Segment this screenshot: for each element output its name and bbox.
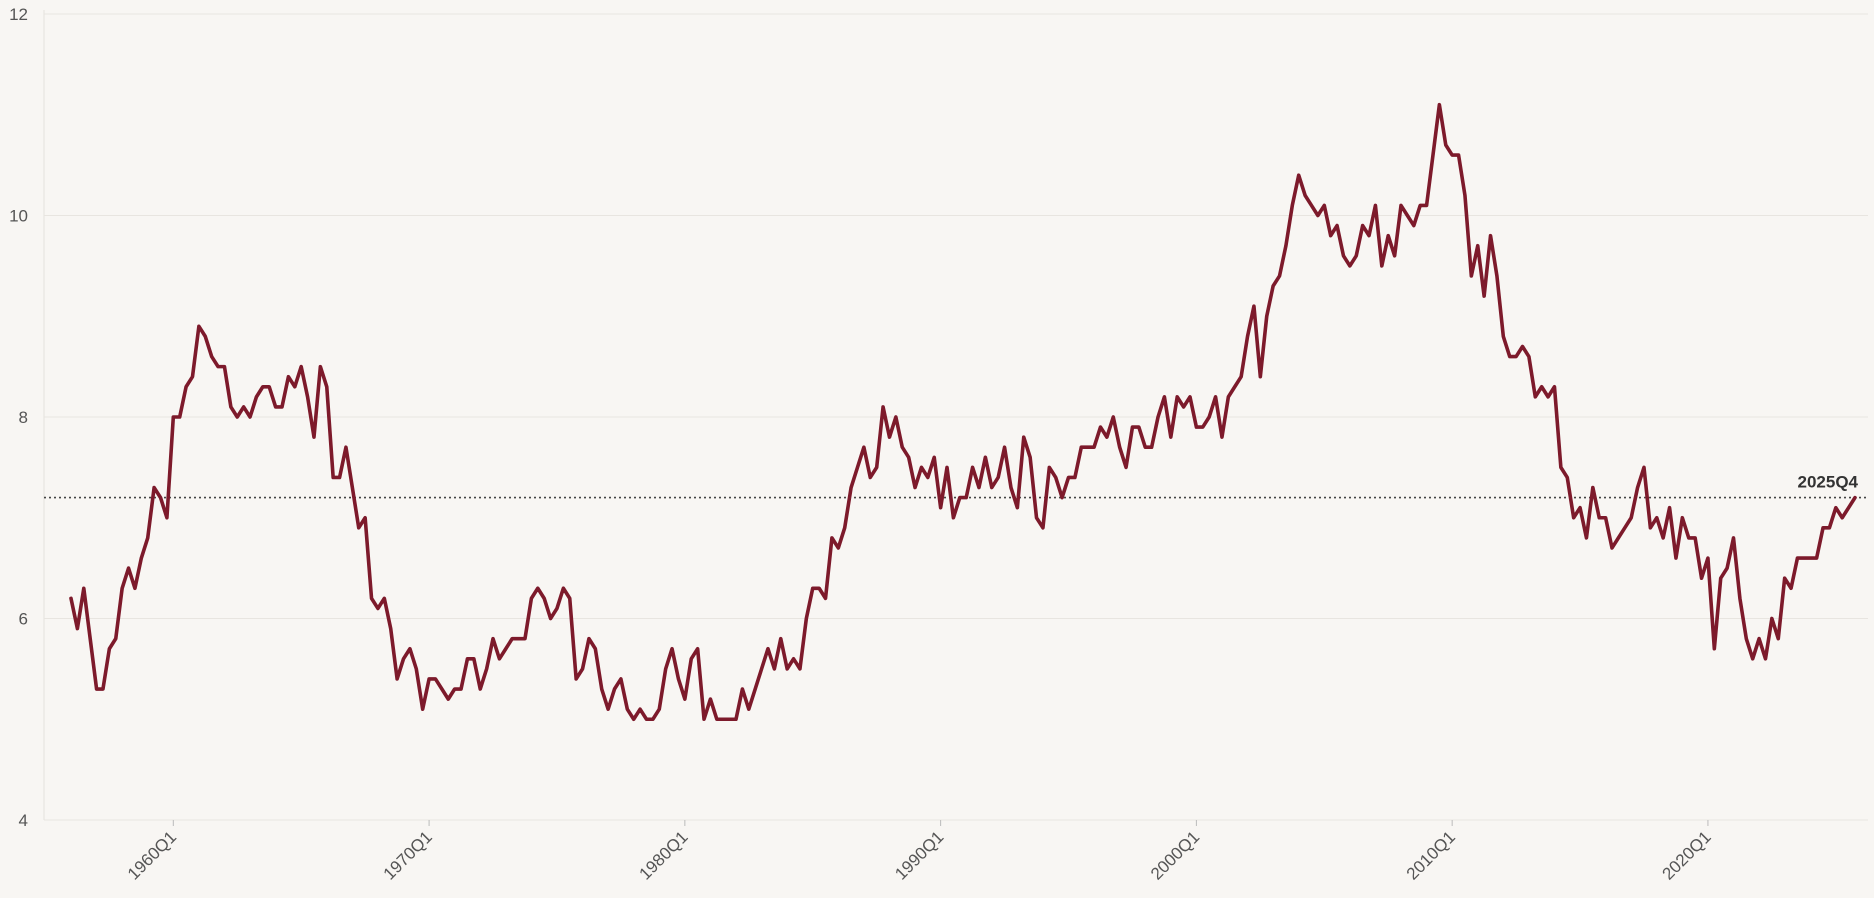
annotation-label: 2025Q4 bbox=[1798, 473, 1859, 492]
y-tick-label: 8 bbox=[19, 408, 28, 427]
y-tick-label: 6 bbox=[19, 610, 28, 629]
y-tick-label: 10 bbox=[9, 207, 28, 226]
y-tick-label: 4 bbox=[19, 811, 28, 830]
y-tick-label: 12 bbox=[9, 5, 28, 24]
data-line bbox=[69, 102, 1857, 722]
